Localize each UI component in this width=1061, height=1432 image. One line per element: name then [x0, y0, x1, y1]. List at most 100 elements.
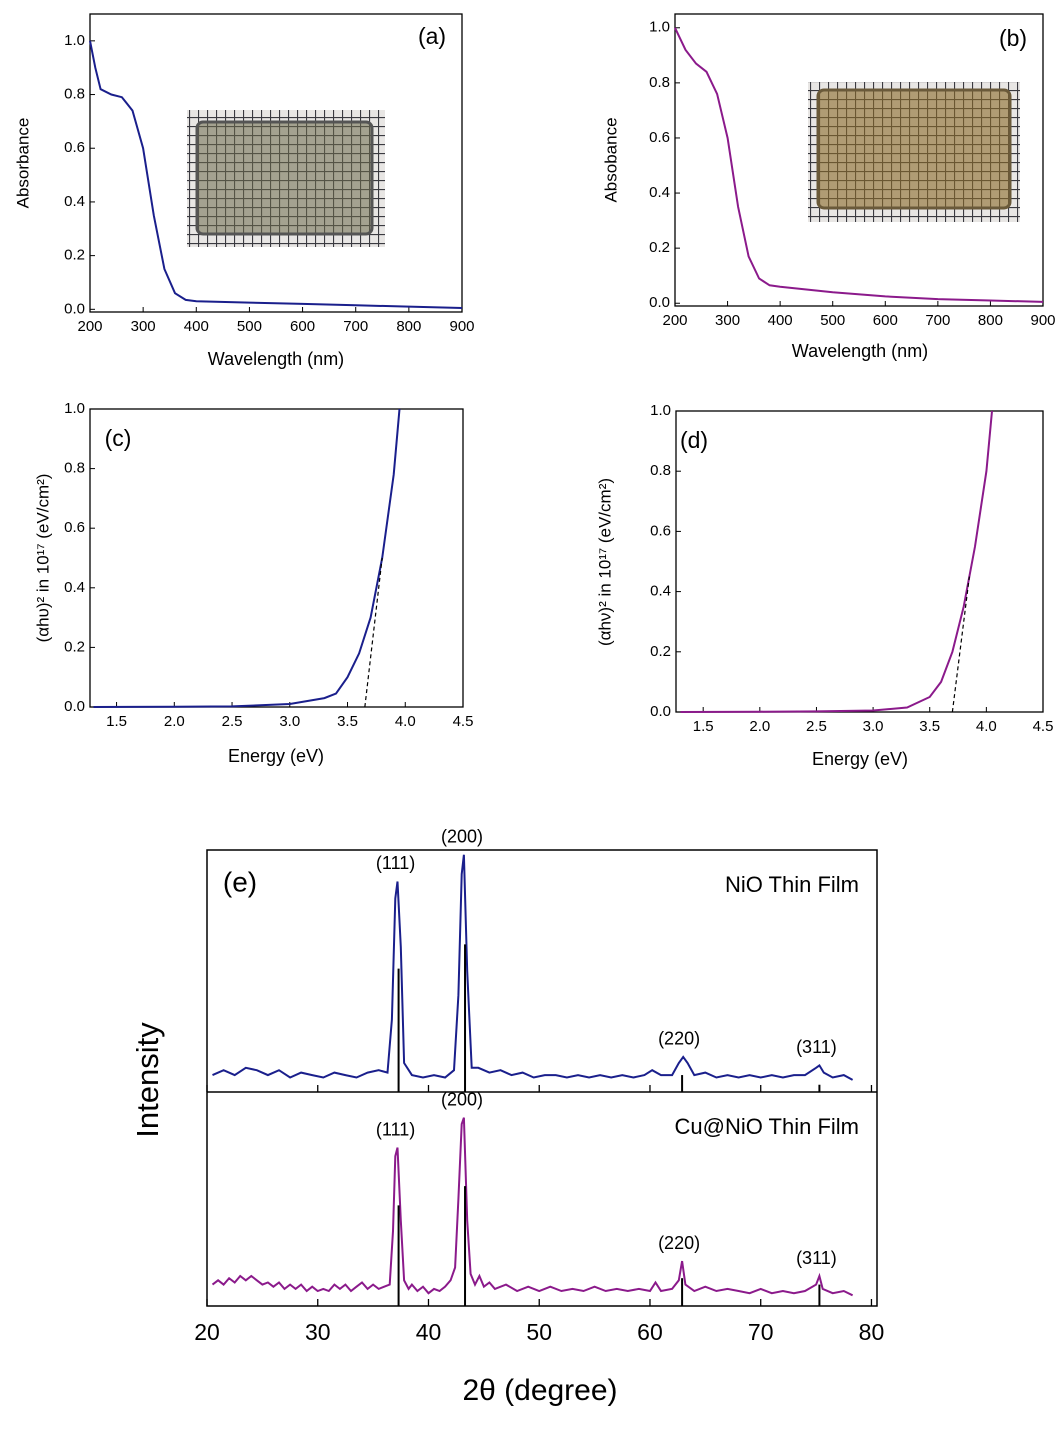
- y-tick-label: 0.6: [650, 522, 671, 539]
- x-tick-label: 900: [449, 318, 474, 335]
- x-axis-title: 2θ (degree): [462, 1374, 617, 1407]
- y-tick-label: 0.0: [649, 294, 670, 311]
- x-tick-label: 20: [194, 1319, 220, 1345]
- y-tick-label: 0.8: [650, 462, 671, 479]
- x-tick-label: 800: [978, 312, 1003, 329]
- y-tick-label: 0.0: [64, 698, 85, 715]
- y-tick-label: 0.2: [650, 643, 671, 660]
- fit-line: [364, 557, 383, 708]
- peak-label: (111): [376, 853, 415, 873]
- x-tick-label: 1.5: [693, 718, 714, 735]
- data-line: [674, 27, 1044, 303]
- y-axis-title: Intensity: [130, 1022, 165, 1138]
- y-tick-label: 0.4: [64, 193, 85, 210]
- y-tick-label: 0.2: [649, 239, 670, 256]
- data-line: [211, 1117, 854, 1297]
- x-tick-label: 300: [131, 318, 156, 335]
- plot-frame: [89, 13, 463, 313]
- y-tick-label: 0.6: [64, 519, 85, 536]
- y-tick-label: 0.4: [650, 583, 671, 600]
- x-tick-label: 800: [396, 318, 421, 335]
- y-axis-title: (αhυ)² in 10¹⁷ (eV/cm²): [33, 474, 52, 643]
- x-tick-label: 3.0: [279, 713, 300, 730]
- x-tick-label: 3.0: [863, 718, 884, 735]
- x-tick-label: 700: [925, 312, 950, 329]
- plot-frame: [89, 408, 464, 708]
- y-axis-title: Absorbance: [13, 118, 32, 209]
- y-tick-label: 0.2: [64, 638, 85, 655]
- x-tick-label: 2.0: [749, 718, 770, 735]
- x-tick-label: 30: [305, 1319, 331, 1345]
- x-axis-title: Energy (eV): [812, 749, 908, 769]
- x-tick-label: 1.5: [106, 713, 127, 730]
- x-tick-label: 70: [748, 1319, 774, 1345]
- y-tick-label: 1.0: [650, 402, 671, 419]
- peak-label: (200): [441, 827, 483, 847]
- y-axis-title: (αhν)² in 10¹⁷ (eV/cm²): [595, 478, 614, 646]
- x-tick-label: 2.0: [164, 713, 185, 730]
- inset-photo: [808, 82, 1020, 222]
- plot-frame: [674, 13, 1044, 307]
- fit-line: [951, 576, 970, 713]
- peak-label: (111): [376, 1119, 415, 1139]
- peak-label: (311): [796, 1248, 837, 1268]
- x-tick-label: 200: [662, 312, 687, 329]
- y-tick-label: 1.0: [649, 19, 670, 36]
- y-tick-label: 0.2: [64, 247, 85, 264]
- panel-label: (a): [418, 23, 446, 49]
- x-tick-label: 2.5: [222, 713, 243, 730]
- data-line: [89, 40, 463, 309]
- y-tick-label: 0.8: [64, 460, 85, 477]
- y-tick-label: 1.0: [64, 400, 85, 417]
- x-tick-label: 4.0: [976, 718, 997, 735]
- x-tick-label: 2.5: [806, 718, 827, 735]
- peak-label: (311): [796, 1037, 837, 1057]
- y-tick-label: 0.6: [649, 129, 670, 146]
- x-axis-title: Wavelength (nm): [208, 349, 344, 369]
- inset-photo: [187, 110, 385, 247]
- panel-label: (b): [999, 25, 1027, 51]
- data-line: [212, 854, 854, 1081]
- peak-label: (200): [441, 1089, 483, 1109]
- x-tick-label: 700: [343, 318, 368, 335]
- x-tick-label: 600: [290, 318, 315, 335]
- x-tick-label: 3.5: [919, 718, 940, 735]
- peak-label: (220): [658, 1029, 700, 1049]
- panel-label: (d): [680, 427, 708, 453]
- y-tick-label: 0.8: [649, 74, 670, 91]
- x-tick-label: 50: [526, 1319, 552, 1345]
- y-tick-label: 0.0: [650, 703, 671, 720]
- y-tick-label: 0.8: [64, 86, 85, 103]
- x-tick-label: 80: [859, 1319, 885, 1345]
- x-tick-label: 300: [715, 312, 740, 329]
- x-tick-label: 500: [820, 312, 845, 329]
- x-tick-label: 400: [768, 312, 793, 329]
- x-axis-title: Wavelength (nm): [792, 341, 928, 361]
- y-tick-label: 0.4: [649, 184, 670, 201]
- series-label: Cu@NiO Thin Film: [674, 1114, 859, 1139]
- y-tick-label: 0.0: [64, 300, 85, 317]
- x-axis-title: Energy (eV): [228, 746, 324, 766]
- x-tick-label: 40: [416, 1319, 442, 1345]
- panel-label: (c): [105, 425, 132, 451]
- x-tick-label: 900: [1030, 312, 1055, 329]
- x-tick-label: 200: [77, 318, 102, 335]
- y-tick-label: 1.0: [64, 32, 85, 49]
- y-axis-title: Absobance: [601, 117, 620, 202]
- x-tick-label: 500: [237, 318, 262, 335]
- peak-label: (220): [658, 1233, 700, 1253]
- data-line: [93, 408, 401, 708]
- plot-frame: [206, 849, 878, 1307]
- data-line: [680, 410, 993, 713]
- series-label: NiO Thin Film: [725, 872, 859, 897]
- plot-frame: [675, 410, 1044, 713]
- y-tick-label: 0.4: [64, 579, 85, 596]
- x-tick-label: 3.5: [337, 713, 358, 730]
- x-tick-label: 4.5: [1033, 718, 1054, 735]
- y-tick-label: 0.6: [64, 139, 85, 156]
- x-tick-label: 600: [873, 312, 898, 329]
- x-tick-label: 4.0: [395, 713, 416, 730]
- x-tick-label: 60: [637, 1319, 663, 1345]
